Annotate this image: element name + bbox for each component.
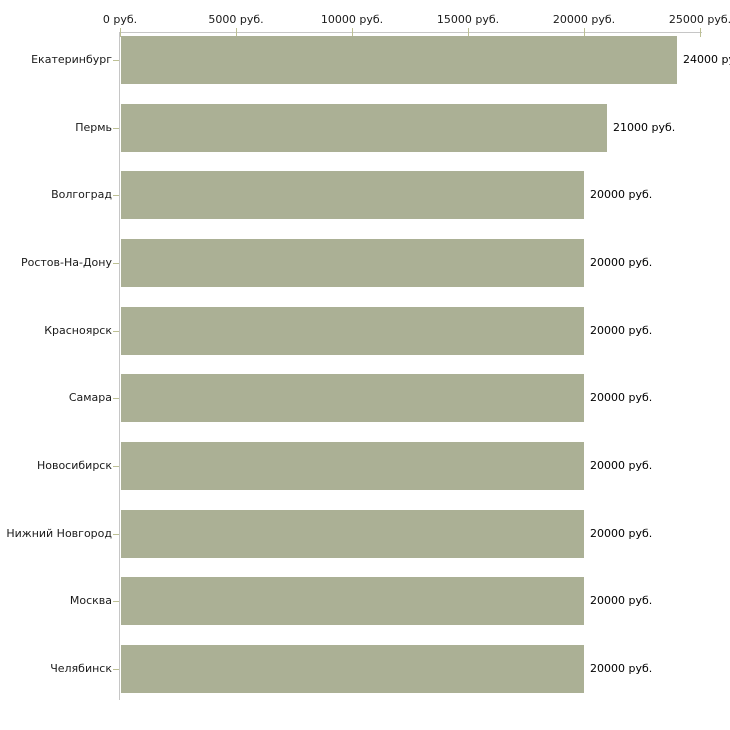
value-label: 20000 руб.: [590, 188, 653, 202]
value-label: 20000 руб.: [590, 323, 653, 337]
value-label: 20000 руб.: [590, 458, 653, 472]
bar: [121, 644, 584, 693]
y-axis-tick-mark: [113, 263, 119, 264]
y-axis-tick-mark: [113, 331, 119, 332]
category-label: Новосибирск: [36, 458, 112, 472]
value-label: 24000 руб.: [683, 53, 730, 66]
bar: [121, 171, 584, 220]
x-axis-line: [120, 32, 702, 33]
x-axis-tick-label: 10000 руб.: [320, 13, 384, 26]
x-axis-tick-label: 25000 руб.: [668, 13, 730, 26]
category-label: Самара: [68, 391, 112, 405]
y-axis-tick-mark: [113, 466, 119, 467]
category-label: Красноярск: [44, 323, 112, 337]
x-axis-tick-label: 15000 руб.: [436, 13, 500, 26]
x-axis-tick-label: 0 руб.: [102, 13, 138, 26]
y-axis-tick-mark: [113, 534, 119, 535]
category-label: Екатеринбург: [31, 53, 112, 66]
y-axis-tick-mark: [113, 669, 119, 670]
x-axis-tick-mark: [584, 28, 585, 37]
y-axis-tick-mark: [113, 60, 119, 61]
bar: [121, 238, 584, 287]
bar: [121, 374, 584, 423]
y-axis-tick-mark: [113, 128, 119, 129]
bar: [121, 441, 584, 490]
value-label: 20000 руб.: [590, 391, 653, 405]
bar: [121, 509, 584, 558]
y-axis-line: [119, 32, 120, 700]
value-label: 21000 руб.: [613, 120, 676, 134]
y-axis-tick-mark: [113, 398, 119, 399]
category-label: Пермь: [75, 120, 112, 134]
value-label: 20000 руб.: [590, 594, 653, 608]
bar: [121, 103, 607, 152]
x-axis-tick-mark: [700, 28, 701, 37]
category-label: Нижний Новгород: [6, 526, 112, 540]
x-axis-tick-mark: [236, 28, 237, 37]
x-axis-tick-mark: [352, 28, 353, 37]
x-axis-tick-label: 20000 руб.: [552, 13, 616, 26]
x-axis-tick-label: 5000 руб.: [208, 13, 264, 26]
x-axis-tick-mark: [120, 28, 121, 37]
bar: [121, 577, 584, 626]
value-label: 20000 руб.: [590, 526, 653, 540]
value-label: 20000 руб.: [590, 661, 653, 675]
category-label: Ростов-На-Дону: [20, 255, 112, 269]
x-axis-tick-mark: [468, 28, 469, 37]
bar: [121, 36, 677, 84]
y-axis-tick-mark: [113, 195, 119, 196]
category-label: Волгоград: [51, 188, 112, 202]
value-label: 20000 руб.: [590, 255, 653, 269]
category-label: Москва: [69, 594, 112, 608]
bar: [121, 306, 584, 355]
y-axis-tick-mark: [113, 601, 119, 602]
category-label: Челябинск: [50, 661, 112, 675]
